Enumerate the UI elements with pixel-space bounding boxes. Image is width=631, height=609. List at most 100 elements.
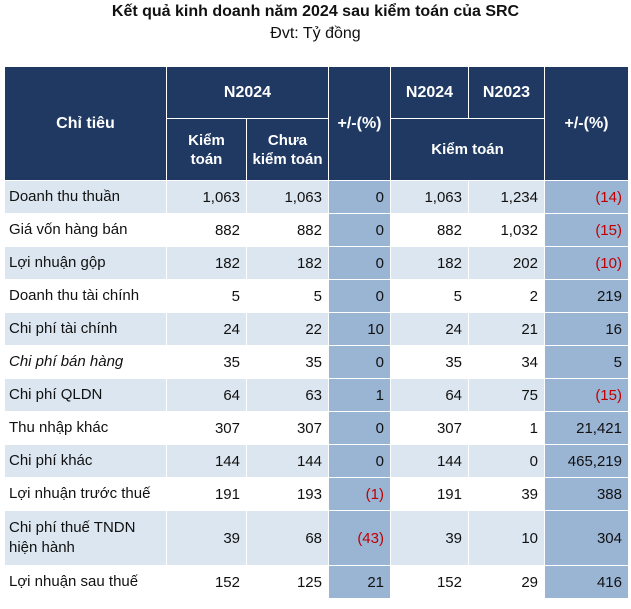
table-row: Lợi nhuận trước thuế 191 193 (1) 191 39 388 bbox=[4, 477, 629, 511]
table-row: Chi phí thuế TNDN hiện hành 39 68 (43) 39 10 3… bbox=[4, 510, 629, 566]
cell-change-1: 21 bbox=[328, 565, 391, 599]
cell-n2024: 882 bbox=[390, 213, 469, 247]
cell-n2023: 75 bbox=[468, 378, 545, 412]
cell-change-1: 0 bbox=[328, 345, 391, 379]
row-label: Lợi nhuận trước thuế bbox=[4, 477, 167, 511]
row-label: Chi phí thuế TNDN hiện hành bbox=[4, 510, 167, 566]
cell-change-1: 0 bbox=[328, 246, 391, 280]
header-audited-line1: Kiểm bbox=[188, 131, 225, 149]
cell-n2023: 1,234 bbox=[468, 180, 545, 214]
unit-label: Đvt: Tỷ đồng bbox=[270, 25, 361, 42]
header-audited: Kiểm toán bbox=[166, 118, 247, 181]
cell-audited: 307 bbox=[166, 411, 247, 445]
cell-audited: 5 bbox=[166, 279, 247, 313]
cell-n2024: 307 bbox=[390, 411, 469, 445]
cell-change-2: (15) bbox=[544, 378, 629, 412]
cell-n2023: 39 bbox=[468, 477, 545, 511]
table-row: Thu nhập khác 307 307 0 307 1 21,421 bbox=[4, 411, 629, 445]
cell-n2023: 1,032 bbox=[468, 213, 545, 247]
cell-audited: 144 bbox=[166, 444, 247, 478]
table-row: Lợi nhuận gộp 182 182 0 182 202 (10) bbox=[4, 246, 629, 280]
cell-change-2: 416 bbox=[544, 565, 629, 599]
header-group-n2024: N2024 bbox=[166, 66, 329, 119]
row-label: Chi phí bán hàng bbox=[4, 345, 167, 379]
header-unaudited-line1: Chưa bbox=[267, 131, 308, 149]
cell-unaudited: 144 bbox=[246, 444, 329, 478]
cell-n2023: 0 bbox=[468, 444, 545, 478]
cell-n2024: 1,063 bbox=[390, 180, 469, 214]
results-table: Chỉ tiêu N2024 +/-(%) N2024 N2023 +/-(%)… bbox=[4, 66, 629, 599]
cell-unaudited: 5 bbox=[246, 279, 329, 313]
cell-n2024: 5 bbox=[390, 279, 469, 313]
cell-change-2: 21,421 bbox=[544, 411, 629, 445]
cell-change-2: 219 bbox=[544, 279, 629, 313]
cell-n2024: 64 bbox=[390, 378, 469, 412]
header-indicator: Chỉ tiêu bbox=[4, 66, 167, 181]
cell-unaudited: 882 bbox=[246, 213, 329, 247]
row-label: Doanh thu thuần bbox=[4, 180, 167, 214]
cell-n2024: 144 bbox=[390, 444, 469, 478]
cell-n2023: 202 bbox=[468, 246, 545, 280]
cell-n2023: 2 bbox=[468, 279, 545, 313]
header-unaudited: Chưa kiểm toán bbox=[246, 118, 329, 181]
cell-audited: 24 bbox=[166, 312, 247, 346]
cell-audited: 35 bbox=[166, 345, 247, 379]
cell-unaudited: 22 bbox=[246, 312, 329, 346]
cell-change-1: 1 bbox=[328, 378, 391, 412]
cell-audited: 39 bbox=[166, 510, 247, 566]
row-label: Thu nhập khác bbox=[4, 411, 167, 445]
cell-n2023: 34 bbox=[468, 345, 545, 379]
cell-change-1: (1) bbox=[328, 477, 391, 511]
table-row: Chi phí tài chính 24 22 10 24 21 16 bbox=[4, 312, 629, 346]
table-row: Doanh thu tài chính 5 5 0 5 2 219 bbox=[4, 279, 629, 313]
cell-change-1: 0 bbox=[328, 180, 391, 214]
row-label: Giá vốn hàng bán bbox=[4, 213, 167, 247]
table-row: Chi phí bán hàng 35 35 0 35 34 5 bbox=[4, 345, 629, 379]
cell-audited: 191 bbox=[166, 477, 247, 511]
row-label: Chi phí tài chính bbox=[4, 312, 167, 346]
cell-audited: 882 bbox=[166, 213, 247, 247]
cell-change-2: (10) bbox=[544, 246, 629, 280]
cell-unaudited: 125 bbox=[246, 565, 329, 599]
cell-unaudited: 63 bbox=[246, 378, 329, 412]
cell-change-1: 10 bbox=[328, 312, 391, 346]
header-audited-line2: toán bbox=[190, 150, 223, 168]
cell-n2024: 191 bbox=[390, 477, 469, 511]
cell-n2023: 10 bbox=[468, 510, 545, 566]
cell-change-2: 16 bbox=[544, 312, 629, 346]
cell-audited: 1,063 bbox=[166, 180, 247, 214]
cell-n2024: 182 bbox=[390, 246, 469, 280]
cell-audited: 182 bbox=[166, 246, 247, 280]
cell-change-1: (43) bbox=[328, 510, 391, 566]
cell-n2023: 21 bbox=[468, 312, 545, 346]
header-change-2: +/-(%) bbox=[544, 66, 629, 181]
cell-n2024: 24 bbox=[390, 312, 469, 346]
cell-change-2: 304 bbox=[544, 510, 629, 566]
cell-unaudited: 35 bbox=[246, 345, 329, 379]
table-row: Doanh thu thuần 1,063 1,063 0 1,063 1,234 (14) bbox=[4, 180, 629, 214]
cell-unaudited: 193 bbox=[246, 477, 329, 511]
cell-change-2: (15) bbox=[544, 213, 629, 247]
cell-n2023: 29 bbox=[468, 565, 545, 599]
cell-unaudited: 182 bbox=[246, 246, 329, 280]
cell-n2023: 1 bbox=[468, 411, 545, 445]
header-group-audited: Kiểm toán bbox=[390, 118, 545, 181]
row-label: Chi phí khác bbox=[4, 444, 167, 478]
header-unaudited-line2: kiểm toán bbox=[252, 150, 323, 168]
cell-change-1: 0 bbox=[328, 279, 391, 313]
row-label: Chi phí QLDN bbox=[4, 378, 167, 412]
header-n2023: N2023 bbox=[468, 66, 545, 119]
table-row: Lợi nhuận sau thuế 152 125 21 152 29 416 bbox=[4, 565, 629, 599]
cell-change-2: 388 bbox=[544, 477, 629, 511]
cell-n2024: 39 bbox=[390, 510, 469, 566]
table-row: Chi phí khác 144 144 0 144 0 465,219 bbox=[4, 444, 629, 478]
cell-change-2: 465,219 bbox=[544, 444, 629, 478]
row-label: Lợi nhuận gộp bbox=[4, 246, 167, 280]
cell-change-1: 0 bbox=[328, 411, 391, 445]
cell-change-2: (14) bbox=[544, 180, 629, 214]
cell-n2024: 152 bbox=[390, 565, 469, 599]
report-title: Kết quả kinh doanh năm 2024 sau kiểm toá… bbox=[111, 3, 520, 20]
row-label: Lợi nhuận sau thuế bbox=[4, 565, 167, 599]
cell-unaudited: 307 bbox=[246, 411, 329, 445]
table-row: Giá vốn hàng bán 882 882 0 882 1,032 (15) bbox=[4, 213, 629, 247]
